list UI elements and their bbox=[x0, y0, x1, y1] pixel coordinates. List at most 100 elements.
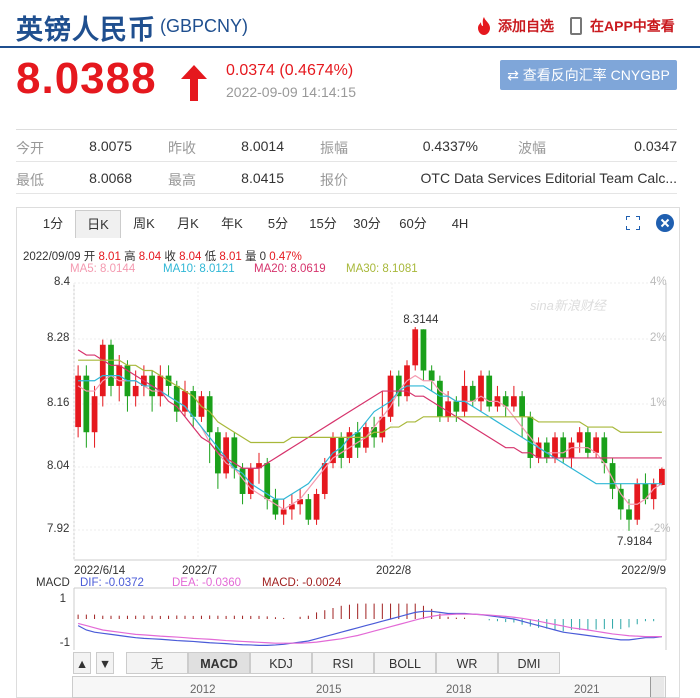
candle-body bbox=[223, 437, 229, 474]
pct-tick-label: 1% bbox=[650, 397, 667, 409]
candle-body bbox=[387, 375, 394, 417]
dif-line bbox=[77, 610, 662, 647]
scroll-down-button[interactable]: ▼ bbox=[96, 652, 114, 674]
tab-1min[interactable]: 1分 bbox=[42, 216, 64, 231]
close-icon[interactable] bbox=[656, 214, 674, 232]
candle-body bbox=[568, 442, 575, 458]
stat-label: 报价 bbox=[320, 172, 348, 188]
indicator-dmi[interactable]: DMI bbox=[498, 652, 560, 674]
stats-row: 今开 8.0075 昨收 8.0014 振幅 0.4337% 波幅 0.0347 bbox=[16, 130, 677, 162]
tab-60min[interactable]: 60分 bbox=[399, 216, 427, 231]
candle-body bbox=[354, 432, 361, 448]
candle-body bbox=[543, 442, 550, 458]
indicator-macd[interactable]: MACD bbox=[188, 652, 250, 674]
y-tick-label: 8.28 bbox=[47, 332, 70, 344]
indicator-boll[interactable]: BOLL bbox=[374, 652, 436, 674]
tab-monthly[interactable]: 月K bbox=[177, 216, 199, 231]
indicator-wr[interactable]: WR bbox=[436, 652, 498, 674]
indicator-none[interactable]: 无 bbox=[126, 652, 188, 674]
candle-body bbox=[560, 437, 567, 458]
open-in-app-button[interactable]: 在APP中查看 bbox=[570, 16, 675, 36]
current-price: 8.0388 bbox=[16, 54, 157, 103]
stat-label: 最高 bbox=[168, 172, 196, 188]
navigator-year-label: 2015 bbox=[316, 684, 342, 696]
stat-label: 昨收 bbox=[168, 140, 196, 156]
open-in-app-label: 在APP中查看 bbox=[590, 18, 675, 34]
candle-body bbox=[519, 396, 525, 417]
candle-body bbox=[239, 468, 246, 494]
scroll-up-button[interactable]: ▲ bbox=[73, 652, 91, 674]
stat-label: 今开 bbox=[16, 140, 44, 156]
macd-value-legend: MACD: -0.0024 bbox=[262, 577, 342, 589]
macd-y-tick: 1 bbox=[60, 593, 66, 605]
tab-4h[interactable]: 4H bbox=[451, 216, 469, 231]
x-tick-label: 2022/7 bbox=[182, 565, 217, 577]
instrument-code: (GBPCNY) bbox=[160, 16, 249, 36]
candle-body bbox=[437, 380, 443, 417]
candle-body bbox=[289, 504, 295, 510]
info-high-label: 高 bbox=[124, 251, 136, 263]
candle-body bbox=[609, 463, 616, 489]
ma20-legend: MA20: 8.0619 bbox=[254, 263, 326, 275]
tab-5min[interactable]: 5分 bbox=[267, 216, 289, 231]
tab-weekly[interactable]: 周K bbox=[133, 216, 155, 231]
info-vol: 0 bbox=[259, 251, 267, 263]
candle-body bbox=[412, 329, 419, 366]
price-change: 0.0374 (0.4674%) bbox=[226, 62, 354, 79]
info-low: 8.01 bbox=[219, 251, 242, 263]
stat-value: 8.0014 bbox=[241, 138, 284, 154]
macd-title: MACD bbox=[36, 577, 70, 589]
ma30-legend: MA30: 8.1081 bbox=[346, 263, 418, 275]
candle-body bbox=[264, 463, 271, 500]
candle-body bbox=[330, 437, 336, 464]
candle-body bbox=[593, 437, 599, 453]
candle-body bbox=[552, 437, 558, 458]
quote-time: 2022-09-09 14:14:15 bbox=[226, 84, 356, 100]
stat-value: 8.0415 bbox=[241, 170, 284, 186]
x-tick-label: 2022/6/14 bbox=[74, 565, 126, 577]
candle-body bbox=[453, 401, 460, 412]
tab-daily[interactable]: 日K bbox=[75, 210, 121, 238]
tab-yearly[interactable]: 年K bbox=[221, 216, 243, 231]
indicator-rsi[interactable]: RSI bbox=[312, 652, 374, 674]
tab-30min[interactable]: 30分 bbox=[353, 216, 381, 231]
swap-icon: ⇄ bbox=[507, 67, 523, 83]
stat-value: 0.0347 bbox=[634, 138, 677, 154]
navigator-handle[interactable] bbox=[650, 677, 664, 697]
candle-body bbox=[346, 432, 353, 458]
candle-body bbox=[297, 499, 303, 505]
candle-body bbox=[478, 375, 484, 402]
fire-icon bbox=[478, 17, 490, 35]
info-close: 8.04 bbox=[179, 251, 202, 263]
stats-row: 最低 8.0068 最高 8.0415 报价 OTC Data Services… bbox=[16, 162, 677, 194]
candle-body bbox=[182, 391, 188, 412]
indicator-kdj[interactable]: KDJ bbox=[250, 652, 312, 674]
candle-body bbox=[511, 396, 517, 407]
ma10-line bbox=[78, 375, 662, 500]
dea-legend: DEA: -0.0360 bbox=[172, 577, 242, 589]
candle-body bbox=[395, 375, 402, 397]
y-tick-label: 7.92 bbox=[47, 523, 70, 535]
stat-value: OTC Data Services Editorial Team Calc... bbox=[420, 170, 678, 186]
pct-tick-label: 2% bbox=[650, 332, 667, 344]
candle-body bbox=[642, 483, 649, 500]
x-tick-label: 2022/8 bbox=[376, 565, 411, 577]
x-tick-label: 2022/9/9 bbox=[621, 565, 666, 577]
candle-body bbox=[75, 375, 81, 428]
add-watchlist-button[interactable]: 添加自选 bbox=[474, 16, 554, 36]
tab-15min[interactable]: 15分 bbox=[309, 216, 337, 231]
dif-legend: DIF: -0.0372 bbox=[80, 577, 144, 589]
ma10-legend: MA10: 8.0121 bbox=[163, 263, 235, 275]
y-tick-label: 8.04 bbox=[47, 460, 70, 472]
ma20-line bbox=[77, 349, 662, 469]
reverse-rate-button[interactable]: ⇄ 查看反向汇率 CNYGBP bbox=[500, 60, 677, 90]
candle-body bbox=[91, 396, 98, 433]
candle-body bbox=[280, 509, 287, 515]
ma30-line bbox=[78, 359, 662, 444]
candle-body bbox=[256, 463, 262, 469]
reverse-rate-label: 查看反向汇率 CNYGBP bbox=[522, 67, 670, 83]
y-tick-label: 8.16 bbox=[47, 397, 70, 409]
candle-body bbox=[379, 416, 386, 438]
candle-body bbox=[420, 329, 427, 371]
